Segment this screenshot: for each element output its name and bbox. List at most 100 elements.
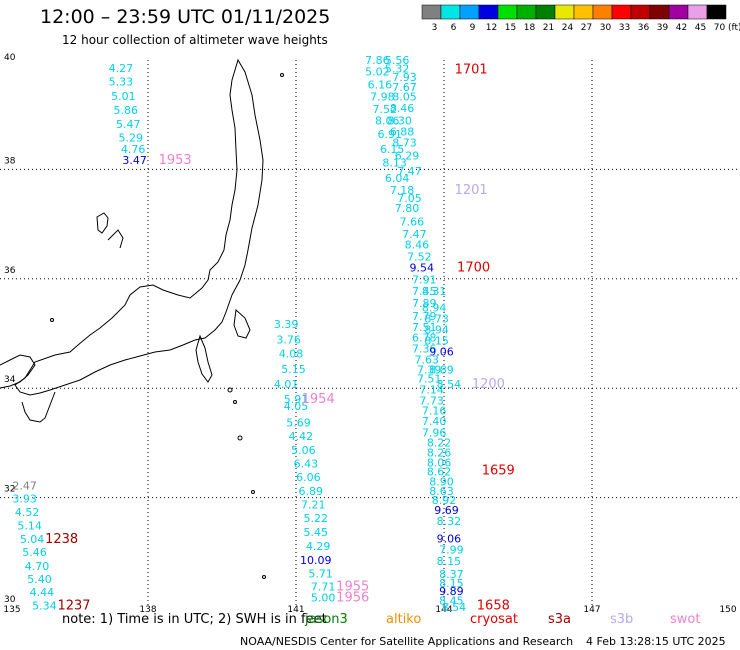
izu-island — [262, 575, 266, 579]
legend-label: 70 — [714, 23, 726, 33]
wave-height-value: 7.40 — [422, 415, 447, 428]
wave-height-value: 5.01 — [111, 90, 136, 103]
wave-height-value: 9.06 — [429, 345, 454, 358]
wave-height-value: 8.45 — [439, 594, 464, 607]
wave-height-value: 8.54 — [442, 601, 467, 614]
wave-height-value: 5.71 — [308, 567, 333, 580]
lon-tick-label: 147 — [583, 605, 600, 615]
lat-tick-label: 38 — [4, 156, 16, 166]
honshu-coastline — [14, 58, 264, 396]
wave-height-value: 3.76 — [276, 333, 301, 346]
wave-height-value: 6.16 — [368, 78, 393, 91]
wave-height-value: 5.14 — [17, 519, 42, 532]
wave-height-value: 4.05 — [284, 400, 309, 413]
wave-height-value: 7.52 — [373, 103, 398, 116]
legend-label: 33 — [619, 23, 630, 33]
wave-height-value: 8.06 — [375, 115, 400, 128]
wave-height-value: 8.46 — [405, 239, 430, 252]
page-subtitle: 12 hour collection of altimeter wave hei… — [62, 33, 328, 47]
wave-height-value: 8.63 — [429, 485, 454, 498]
lon-tick-label: 150 — [719, 605, 736, 615]
wave-height-value: 7.21 — [301, 499, 326, 512]
satellite-label-jason3: jason3 — [305, 612, 348, 627]
wave-height-value: 7.80 — [395, 202, 420, 215]
wave-height-value: 3.47 — [122, 154, 147, 167]
satellite-label-cryosat: cryosat — [470, 612, 518, 627]
wave-height-value: 8.94 — [422, 302, 447, 315]
satellite-label-s3a: s3a — [548, 612, 572, 627]
pass-time-label: 1200 — [472, 377, 505, 392]
wave-height-value: 7.73 — [419, 395, 444, 408]
izu-island — [251, 490, 255, 494]
wave-height-value: 5.15 — [281, 363, 306, 376]
wave-height-value: 7.66 — [400, 216, 425, 229]
lat-tick-label: 34 — [4, 375, 16, 385]
wave-height-value: 8.31 — [422, 285, 447, 298]
wave-height-value: 7.93 — [392, 71, 417, 84]
wave-height-value: 5.69 — [286, 416, 311, 429]
page-title: 12:00 – 23:59 UTC 01/11/2025 — [40, 6, 331, 28]
pass-time-label: 1237 — [57, 599, 90, 614]
lon-tick-label: 141 — [287, 605, 304, 615]
wave-height-value: 8.13 — [382, 157, 407, 170]
legend-label: 36 — [638, 23, 650, 33]
pass-time-label: 1201 — [455, 183, 488, 198]
noto-peninsula — [107, 229, 124, 249]
wave-height-value: 5.29 — [118, 132, 143, 145]
satellite-label-swot: swot — [670, 612, 701, 627]
wave-height-value: 8.15 — [439, 577, 464, 590]
pass-time-label: 1953 — [159, 153, 192, 168]
wave-height-value: 7.52 — [407, 251, 432, 264]
wave-height-value: 4.42 — [289, 430, 314, 443]
wave-height-value: 5.40 — [27, 573, 52, 586]
lat-tick-label: 32 — [4, 485, 15, 495]
wave-height-value: 8.05 — [392, 90, 417, 103]
wave-height-value: 8.15 — [424, 334, 449, 347]
wave-height-value: 8.90 — [429, 476, 454, 489]
wave-height-value: 5.46 — [22, 546, 47, 559]
wave-height-value: 5.34 — [32, 600, 57, 613]
wave-height-value: 4.27 — [109, 62, 134, 75]
legend-label: 18 — [524, 23, 536, 33]
wave-height-value: 6.78 — [412, 332, 437, 345]
wave-height-value: 7.05 — [397, 192, 422, 205]
lat-tick-label: 30 — [4, 595, 16, 605]
wave-height-observations: 4.275.335.015.865.475.294.763.47 7.865.56… — [12, 54, 466, 614]
sado-island — [96, 212, 109, 234]
wave-height-value: 7.79 — [412, 310, 437, 323]
wave-height-value: 8.89 — [429, 363, 454, 376]
wave-height-value: 8.92 — [432, 494, 457, 507]
wave-height-value: 5.02 — [365, 65, 390, 78]
legend-label: 30 — [600, 23, 612, 33]
lat-tick-label: 36 — [4, 266, 16, 276]
satellite-label-s3b: s3b — [610, 612, 634, 627]
pass-time-label: 1659 — [482, 464, 515, 479]
shikoku-coastline — [0, 354, 36, 389]
wave-height-value: 7.16 — [422, 404, 447, 417]
wave-height-value: 5.22 — [303, 512, 328, 525]
wave-height-value: 7.96 — [422, 426, 447, 439]
wave-height-value: 5.33 — [109, 76, 134, 89]
wave-height-value: 7.39 — [417, 363, 442, 376]
wave-height-value: 7.67 — [392, 81, 417, 94]
izu-island — [237, 435, 243, 441]
wave-height-value: 5.00 — [311, 592, 336, 605]
coastline — [0, 58, 284, 579]
wave-height-value: 6.89 — [299, 485, 324, 498]
wave-height-value: 9.06 — [437, 532, 462, 545]
lon-tick-label: 138 — [139, 605, 156, 615]
legend-label: 42 — [676, 23, 687, 33]
izu-island — [227, 387, 233, 393]
wave-height-value: 8.54 — [437, 378, 462, 391]
lat-tick-label: 40 — [4, 53, 16, 63]
legend-label: 39 — [657, 23, 669, 33]
wave-height-value: 7.71 — [311, 581, 336, 594]
wave-height-value: 3.39 — [274, 318, 299, 331]
wave-height-value: 8.30 — [387, 115, 412, 128]
legend-label: 24 — [562, 23, 574, 33]
pass-time-label: 1956 — [336, 591, 369, 606]
wave-height-value: 4.70 — [25, 560, 50, 573]
islet — [280, 73, 284, 77]
wave-height-value: 10.09 — [300, 554, 332, 567]
